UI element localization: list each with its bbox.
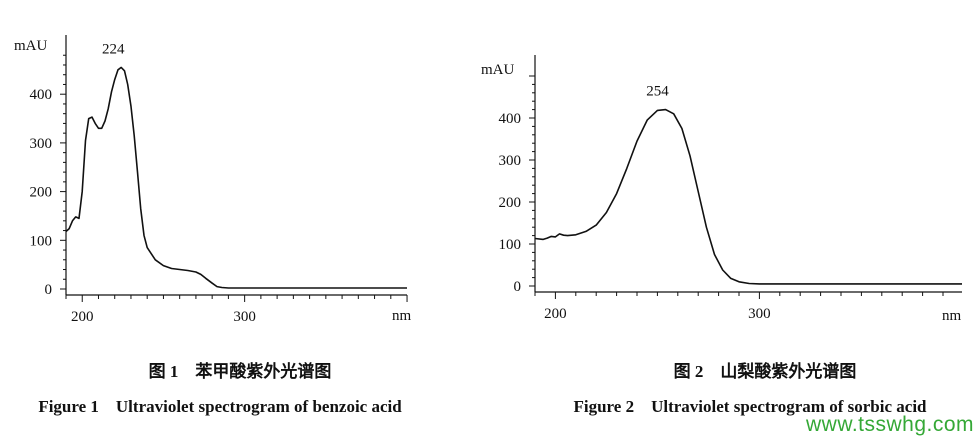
figure1-caption-en: Figure 1 Ultraviolet spectrogram of benz… xyxy=(38,397,402,416)
chart-benzoic-acid: 0 100 200 300 400 200 300 mAU nm 224 xyxy=(14,35,412,325)
x-tick-label: 200 xyxy=(71,309,94,325)
figure2-caption-en: Figure 2 Ultraviolet spectrogram of sorb… xyxy=(573,397,927,416)
y-unit-label: mAU xyxy=(14,38,48,54)
x-tick-label: 200 xyxy=(544,306,567,322)
y-tick-label: 300 xyxy=(499,153,522,169)
x-unit-label: nm xyxy=(942,308,962,324)
y-tick-label: 200 xyxy=(499,195,522,211)
figure2-caption-cn: 图 2 山梨酸紫外光谱图 xyxy=(673,362,857,381)
y-tick-label: 0 xyxy=(45,282,53,298)
chart-sorbic-acid: 0 100 200 300 400 200 300 mAU nm 254 xyxy=(481,55,962,324)
spectrum-line xyxy=(65,66,407,289)
y-tick-label: 200 xyxy=(30,185,53,201)
y-tick-label: 100 xyxy=(30,233,53,249)
peak-label: 224 xyxy=(102,41,125,57)
x-tick-label: 300 xyxy=(748,306,771,322)
y-tick-label: 400 xyxy=(30,87,53,103)
y-tick-label: 0 xyxy=(514,279,522,295)
y-unit-label: mAU xyxy=(481,62,515,78)
y-tick-label: 300 xyxy=(30,136,53,152)
y-tick-label: 100 xyxy=(499,237,522,253)
x-tick-label: 300 xyxy=(233,309,256,325)
spectrum-line xyxy=(534,108,962,285)
figure1-caption-cn: 图 1 苯甲酸紫外光谱图 xyxy=(148,362,332,381)
peak-label: 254 xyxy=(646,84,669,100)
y-tick-label: 400 xyxy=(499,111,522,127)
watermark: www.tsswhg.com xyxy=(806,413,975,436)
x-unit-label: nm xyxy=(392,308,412,324)
